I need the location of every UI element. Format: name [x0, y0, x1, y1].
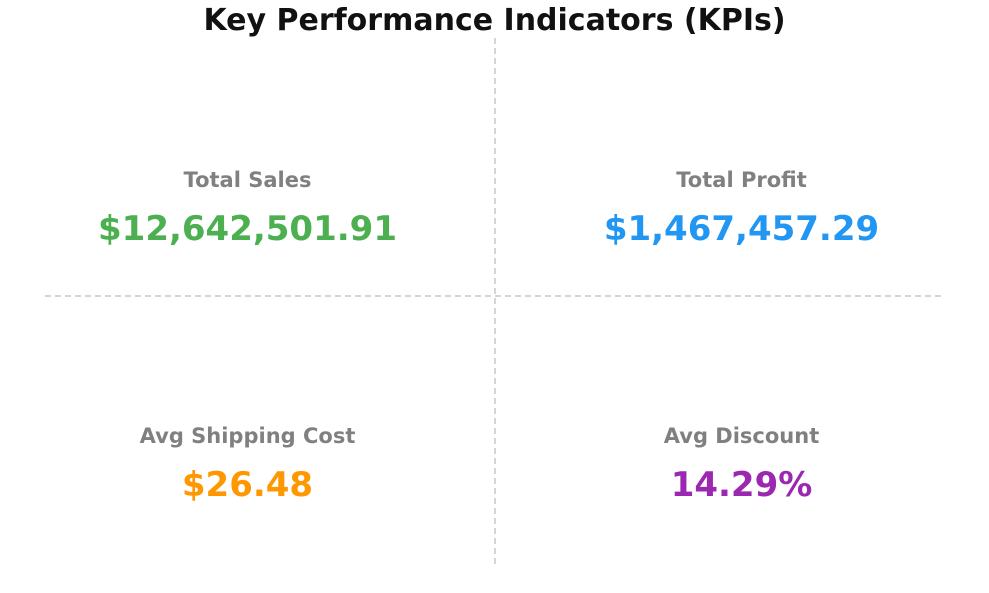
- kpi-cell-avg-discount: Avg Discount 14.29%: [494, 423, 989, 506]
- kpi-value-avg-discount: 14.29%: [670, 465, 813, 505]
- kpi-value-avg-shipping-cost: $26.48: [181, 465, 314, 505]
- horizontal-divider: [45, 295, 945, 297]
- page-title: Key Performance Indicators (KPIs): [203, 3, 786, 38]
- kpi-label-total-sales: Total Sales: [183, 168, 312, 192]
- vertical-divider: [494, 38, 496, 568]
- kpi-cell-total-profit: Total Profit $1,467,457.29: [494, 167, 989, 250]
- kpi-value-total-sales: $12,642,501.91: [98, 209, 397, 249]
- kpi-cell-avg-shipping-cost: Avg Shipping Cost $26.48: [0, 423, 495, 506]
- kpi-label-avg-discount: Avg Discount: [663, 424, 820, 448]
- kpi-value-total-profit: $1,467,457.29: [603, 209, 880, 249]
- kpi-cell-total-sales: Total Sales $12,642,501.91: [0, 167, 495, 250]
- kpi-label-total-profit: Total Profit: [676, 168, 807, 192]
- kpi-label-avg-shipping-cost: Avg Shipping Cost: [139, 424, 356, 448]
